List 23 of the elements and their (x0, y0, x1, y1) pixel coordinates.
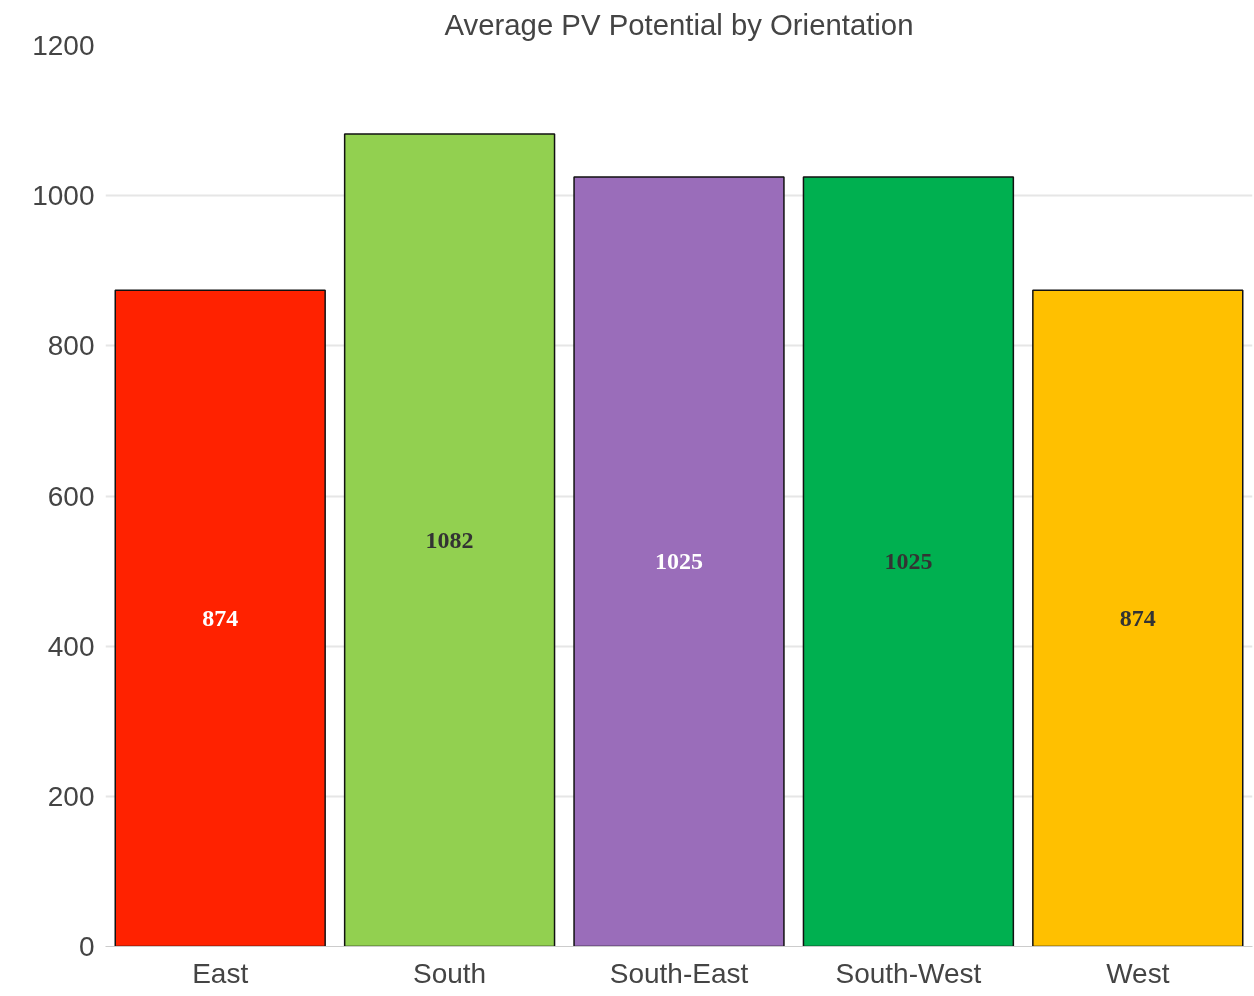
bar (802, 176, 1015, 947)
x-tick-label: South-West (835, 957, 982, 989)
x-tick-label: West (1106, 957, 1170, 989)
chart-title: Average PV Potential by Orientation (444, 7, 914, 41)
y-tick-label: 800 (47, 330, 95, 362)
data-label: 1082 (425, 526, 474, 553)
data-label: 874 (202, 604, 239, 631)
data-label: 1025 (655, 548, 703, 575)
bar (1032, 289, 1244, 947)
y-tick-label: 200 (47, 780, 95, 812)
data-label: 1025 (884, 548, 933, 575)
y-tick-label: 1000 (32, 180, 95, 212)
x-tick-label: East (192, 957, 249, 989)
y-tick-label: 0 (78, 931, 95, 962)
x-tick-label: South (413, 957, 487, 989)
y-tick-label: 600 (47, 480, 95, 512)
bar (114, 289, 326, 947)
x-tick-label: South-East (609, 957, 749, 989)
y-tick-label: 400 (47, 630, 95, 662)
data-label: 874 (1119, 604, 1156, 631)
y-tick-label: 1200 (32, 30, 95, 61)
bar (343, 133, 556, 947)
bar (573, 176, 785, 947)
